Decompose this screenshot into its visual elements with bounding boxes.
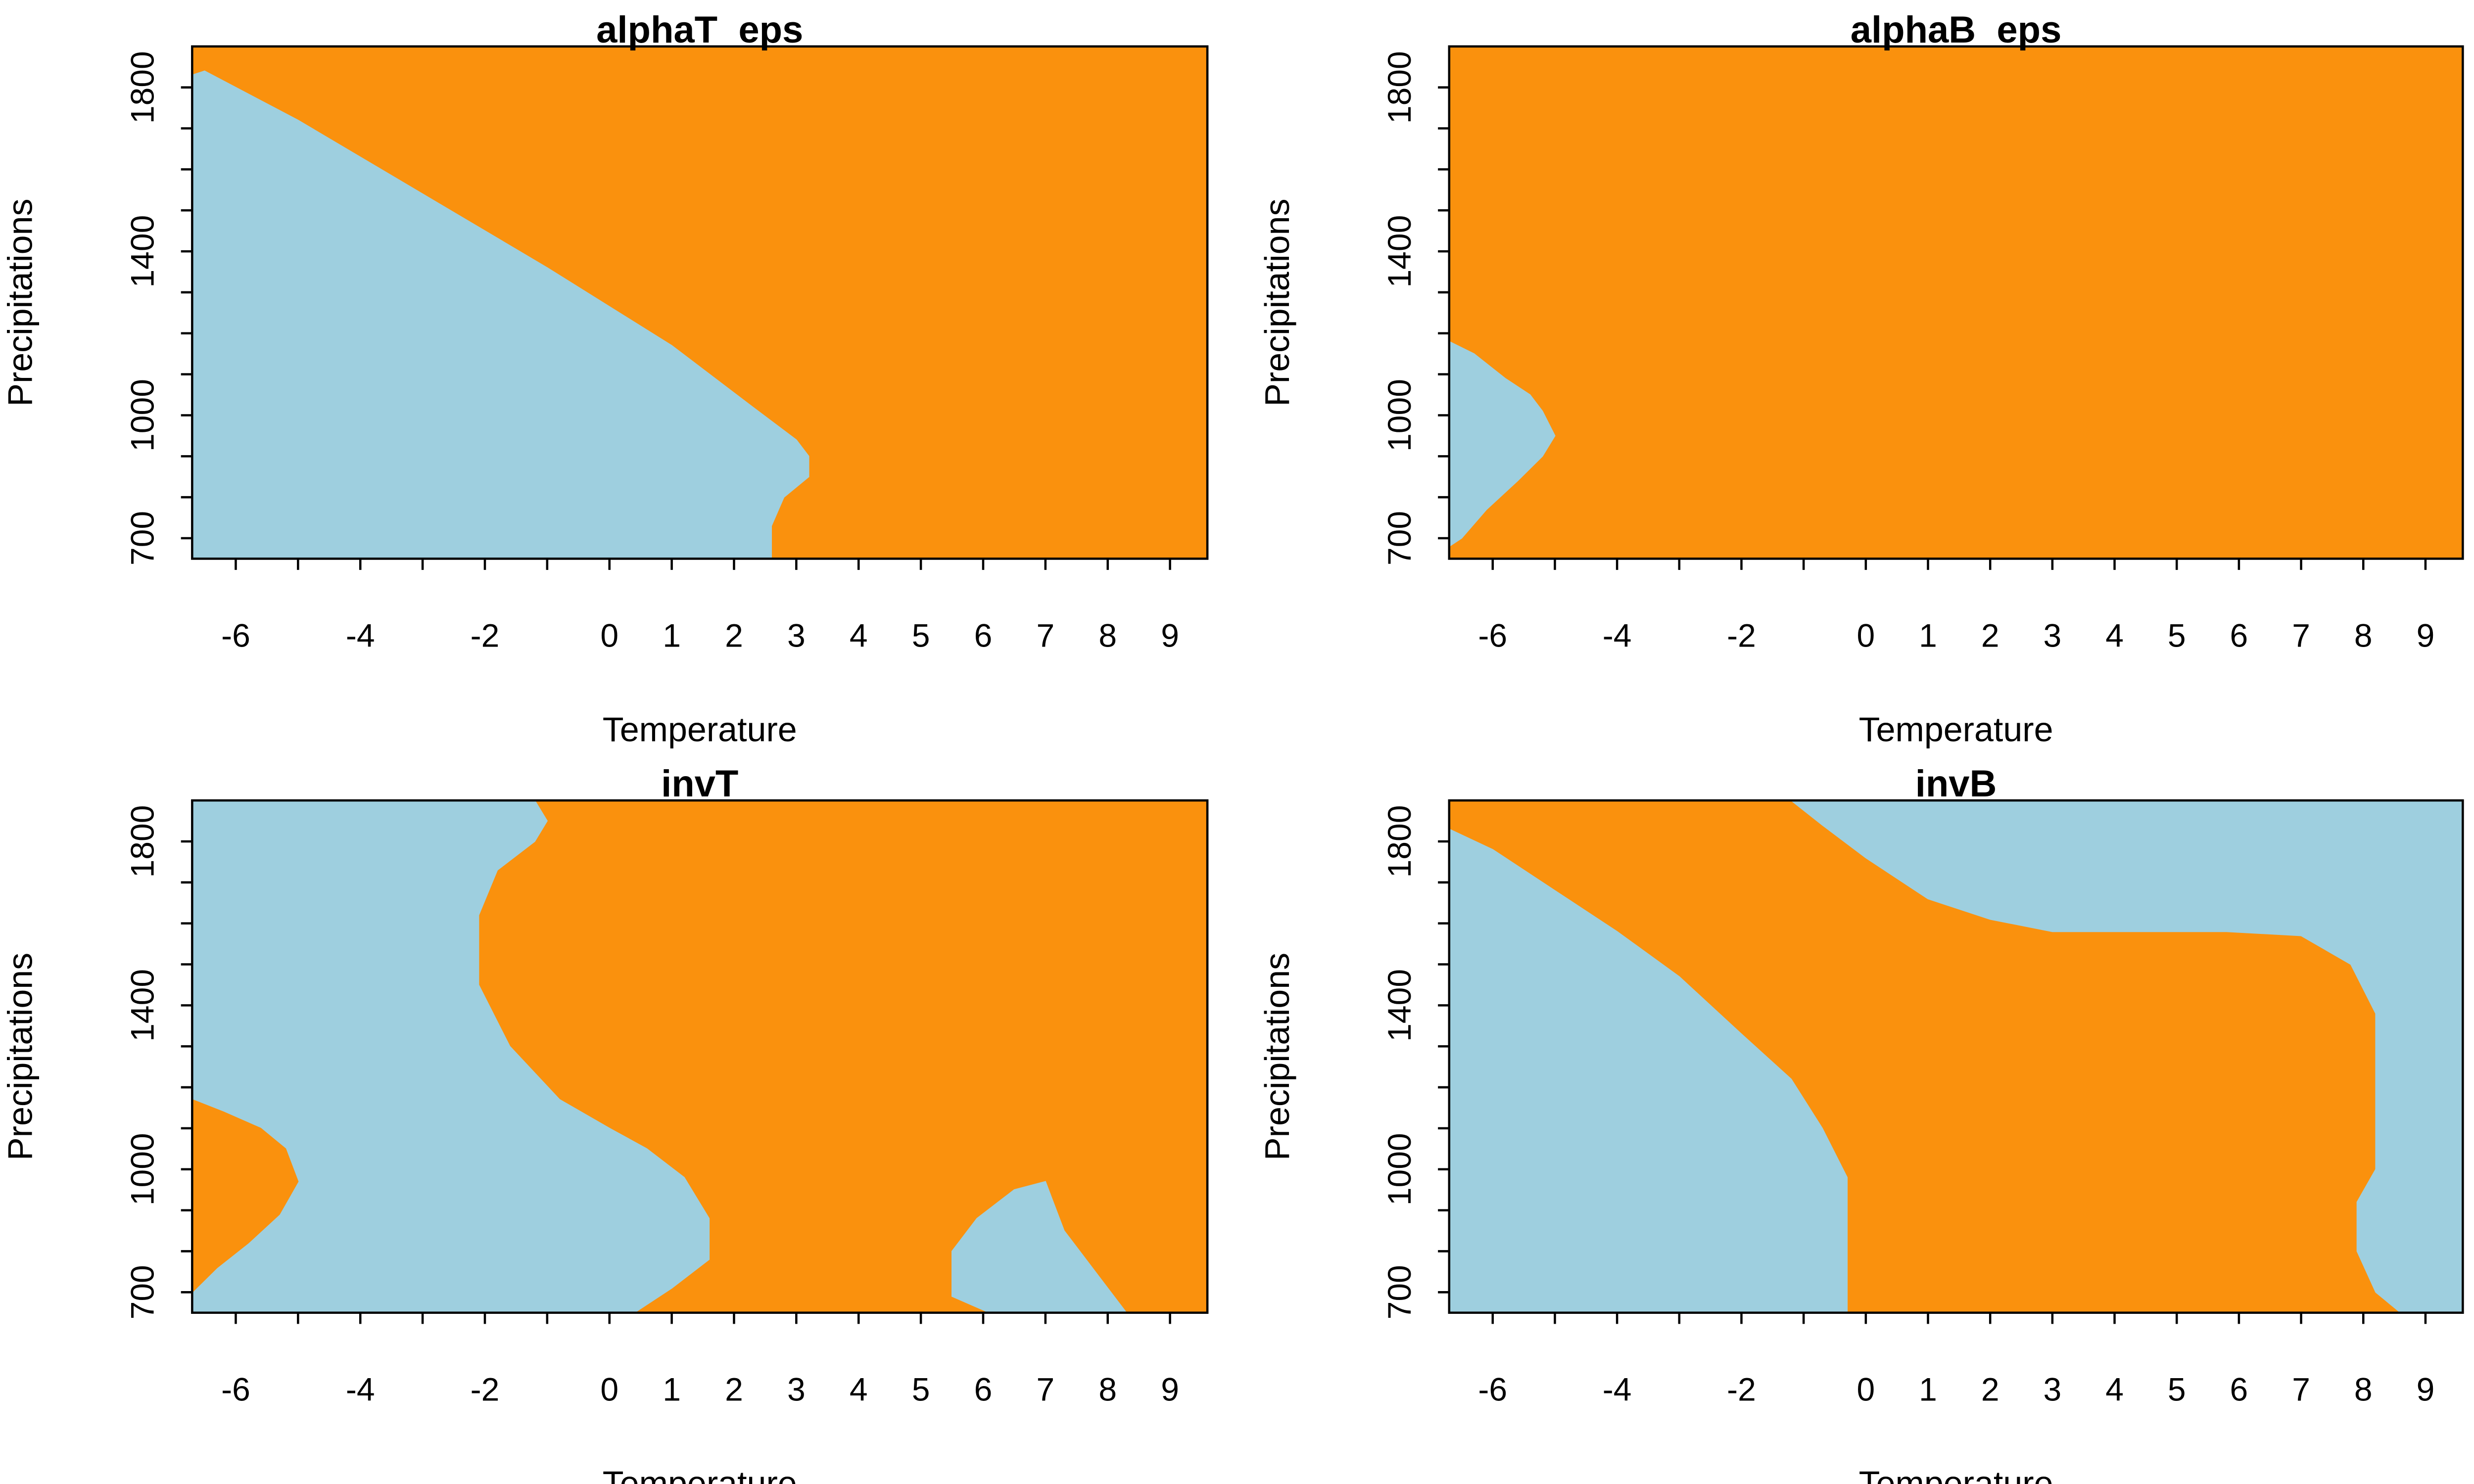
x-tick-label: 8: [2354, 1371, 2373, 1408]
x-tick-label: 6: [974, 1371, 993, 1408]
x-tick-label: 0: [600, 1371, 618, 1408]
heatmap-region-0: [1449, 341, 1556, 547]
x-tick-label: 3: [2044, 1371, 2062, 1408]
x-tick-label: 2: [1981, 1371, 1999, 1408]
plot-frame: [1448, 799, 2464, 1314]
x-tick-label: 4: [2105, 617, 2124, 653]
x-tick-label: 5: [2168, 1371, 2186, 1408]
x-tick-label: -4: [346, 617, 375, 653]
x-tick-label: 9: [1161, 617, 1179, 653]
y-tick-label: 1000: [1381, 379, 1418, 452]
x-tick-label: -4: [346, 1371, 375, 1408]
x-tick-label: 9: [2417, 617, 2435, 653]
x-tick-label: 2: [1981, 617, 1999, 653]
x-axis-label: Temperature: [1859, 710, 2053, 748]
x-tick-label: 6: [2230, 617, 2248, 653]
y-tick-label: 1400: [1381, 215, 1418, 288]
chart-title: alphaB_eps: [1851, 9, 2062, 51]
y-tick-label: 700: [124, 511, 161, 565]
x-axis-label: Temperature: [603, 710, 797, 748]
y-tick-label: 1800: [1381, 51, 1418, 124]
x-tick-label: 8: [1098, 617, 1117, 653]
panel-invT: -6 -4 -2 0 1 2 3 4 5 6 7 8 9 700 1000 1400 1800 invT Tempe…: [1, 763, 1209, 1484]
x-tick-label: 1: [663, 1371, 681, 1408]
chart-title: alphaT_eps: [596, 9, 803, 51]
y-tick-label: 1400: [124, 969, 161, 1042]
x-tick-label: 9: [2417, 1371, 2435, 1408]
panel-invB: -6 -4 -2 0 1 2 3 4 5 6 7 8 9 700 1000 1400 1800 invB Tempe…: [1258, 763, 2464, 1484]
x-tick-label: -6: [1478, 617, 1507, 653]
x-tick-label: 4: [2105, 1371, 2124, 1408]
x-tick-label: 6: [2230, 1371, 2248, 1408]
y-axis-label: Precipitations: [1258, 199, 1296, 407]
heatmap-region-1: [192, 1099, 299, 1293]
x-tick-label: -6: [1478, 1371, 1507, 1408]
heatmap-region-0: [192, 800, 710, 1313]
x-tick-label: 2: [725, 617, 743, 653]
y-tick-label: 1800: [124, 805, 161, 878]
x-tick-label: 5: [912, 617, 930, 653]
x-tick-label: 3: [787, 1371, 806, 1408]
x-tick-label: -6: [221, 617, 250, 653]
x-tick-label: 5: [2168, 617, 2186, 653]
x-tick-label: 0: [600, 617, 618, 653]
x-tick-label: 4: [850, 1371, 868, 1408]
x-tick-label: 2: [725, 1371, 743, 1408]
x-tick-label: 1: [1919, 617, 1937, 653]
x-tick-label: 1: [663, 617, 681, 653]
heatmap-region-0: [1449, 828, 1848, 1313]
y-axis-label: Precipitations: [1258, 953, 1296, 1160]
chart-title: invB: [1915, 763, 1997, 805]
y-tick-label: 1800: [1381, 805, 1418, 878]
x-tick-label: 3: [787, 617, 806, 653]
x-tick-label: 4: [850, 617, 868, 653]
x-tick-label: 3: [2044, 617, 2062, 653]
y-axis-label: Precipitations: [1, 953, 40, 1160]
x-tick-label: -2: [1727, 1371, 1756, 1408]
y-axis-label: Precipitations: [1, 199, 40, 407]
x-tick-label: 0: [1856, 617, 1875, 653]
x-tick-label: 7: [1036, 1371, 1054, 1408]
x-tick-label: 6: [974, 617, 993, 653]
x-tick-label: -2: [471, 617, 500, 653]
x-axis-label: Temperature: [603, 1464, 797, 1484]
y-tick-label: 700: [124, 1265, 161, 1319]
y-tick-label: 1400: [1381, 969, 1418, 1042]
x-tick-label: -2: [471, 1371, 500, 1408]
panel-alphaB-eps: -6 -4 -2 0 1 2 3 4 5 6 7 8 9 700 1000 1400 1800 alphaB_ep…: [1258, 9, 2464, 748]
x-tick-label: 5: [912, 1371, 930, 1408]
heatmap-background-region: [1449, 46, 2463, 559]
y-tick-label: 700: [1381, 511, 1418, 565]
x-tick-label: 8: [1098, 1371, 1117, 1408]
y-tick-label: 1800: [124, 51, 161, 124]
chart-title: invT: [661, 763, 738, 805]
x-tick-label: 9: [1161, 1371, 1179, 1408]
x-tick-label: 0: [1856, 1371, 1875, 1408]
x-tick-label: 7: [2292, 1371, 2310, 1408]
y-tick-label: 1000: [124, 379, 161, 452]
x-tick-label: -2: [1727, 617, 1756, 653]
heatmap-region-0: [192, 70, 809, 559]
y-tick-label: 700: [1381, 1265, 1418, 1319]
x-axis-label: Temperature: [1859, 1464, 2053, 1484]
x-tick-label: 1: [1919, 1371, 1937, 1408]
plot-frame: [1448, 45, 2464, 560]
panel-alphaT-eps: -6 -4 -2 0 1 2 3 4 5 6 7 8 9 700 1000 1400 1800 alphaT_ep…: [1, 9, 1209, 748]
y-tick-label: 1000: [124, 1133, 161, 1206]
y-tick-label: 1000: [1381, 1133, 1418, 1206]
x-tick-label: 8: [2354, 617, 2373, 653]
plot-frame: [191, 799, 1209, 1314]
x-tick-label: 7: [2292, 617, 2310, 653]
x-tick-label: -4: [1603, 617, 1632, 653]
x-tick-label: 7: [1036, 617, 1054, 653]
plot-frame: [191, 45, 1209, 560]
y-tick-label: 1400: [124, 215, 161, 288]
x-tick-label: -6: [221, 1371, 250, 1408]
x-tick-label: -4: [1603, 1371, 1632, 1408]
